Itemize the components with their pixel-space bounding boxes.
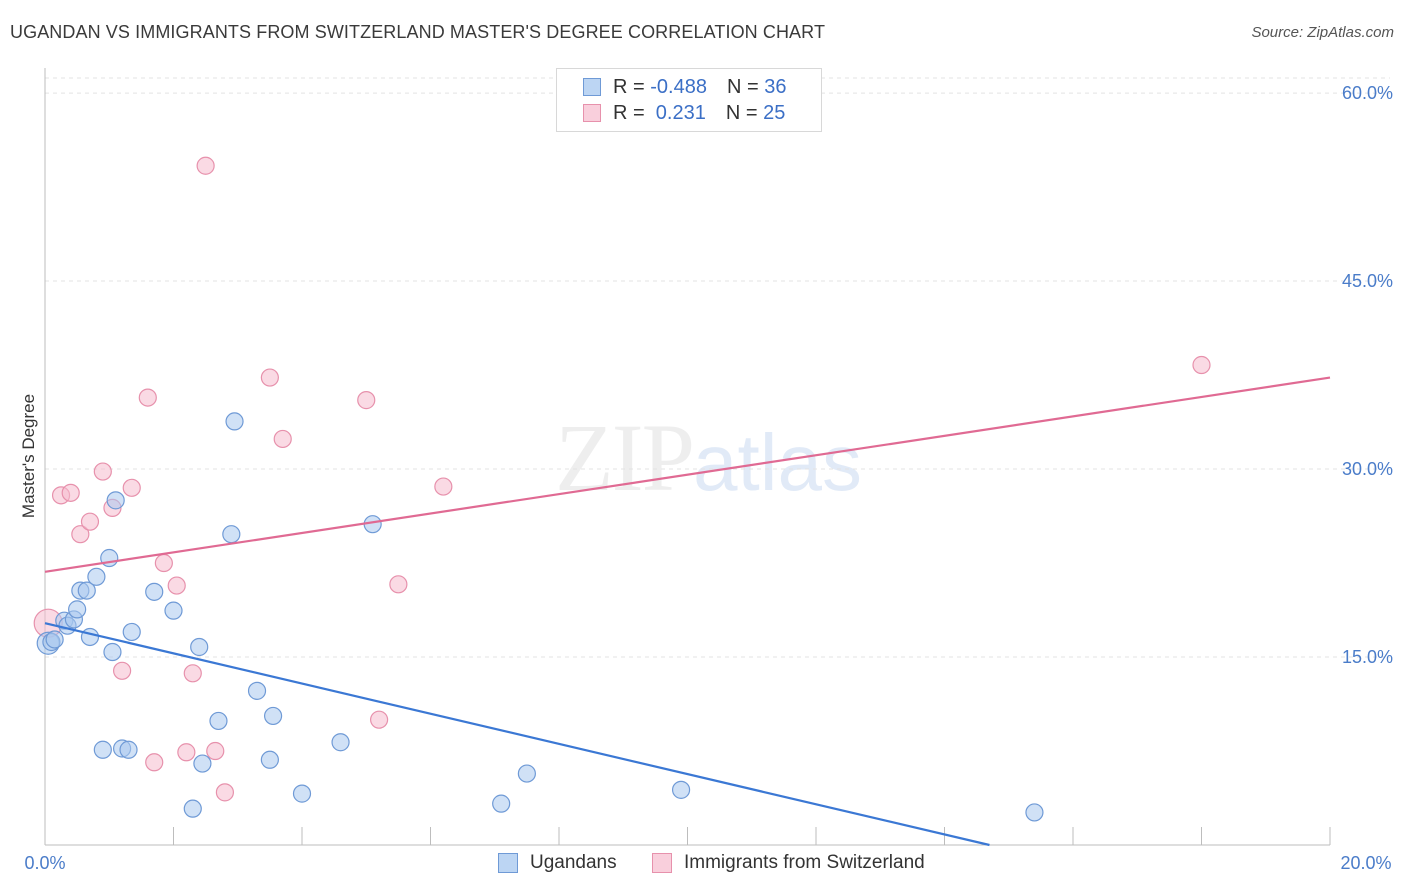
series-legend-ugandans: Ugandans bbox=[498, 852, 617, 874]
point-swiss bbox=[434, 477, 453, 496]
legend-n-label: N = bbox=[725, 101, 764, 124]
series-swatch-swiss bbox=[652, 853, 672, 873]
trend-lines bbox=[44, 376, 1331, 847]
legend-r-value: 0.231 bbox=[650, 101, 706, 124]
legend-swatch-ugandans bbox=[583, 78, 601, 96]
point-swiss bbox=[357, 391, 376, 410]
watermark-atlas: atlas bbox=[693, 418, 862, 507]
point-swiss bbox=[260, 368, 279, 387]
point-ugandans bbox=[1025, 803, 1044, 822]
point-swiss bbox=[145, 753, 164, 772]
point-swiss bbox=[177, 743, 196, 762]
point-swiss bbox=[389, 575, 408, 594]
point-ugandans bbox=[145, 582, 164, 601]
series-swatch-ugandans bbox=[498, 853, 518, 873]
y-axis-label: Master's Degree bbox=[19, 394, 38, 518]
point-ugandans bbox=[331, 733, 350, 752]
point-ugandans bbox=[183, 799, 202, 818]
point-ugandans bbox=[87, 567, 106, 586]
point-swiss bbox=[183, 664, 202, 683]
legend-row-swiss: R = 0.231 N = 25 bbox=[583, 101, 785, 125]
grid-lines bbox=[45, 77, 1390, 658]
point-swiss bbox=[93, 462, 112, 481]
point-ugandans bbox=[247, 681, 267, 700]
point-swiss bbox=[154, 553, 173, 573]
trend-line-swiss bbox=[44, 376, 1331, 573]
point-ugandans bbox=[263, 706, 283, 726]
point-ugandans bbox=[119, 740, 138, 759]
point-ugandans bbox=[492, 794, 511, 813]
point-swiss bbox=[112, 661, 132, 680]
y-tick-label: 30.0% bbox=[1342, 459, 1393, 479]
series-label-swiss: Immigrants from Switzerland bbox=[684, 852, 925, 873]
x-tick-label-min: 0.0% bbox=[24, 853, 65, 873]
point-swiss bbox=[370, 710, 389, 729]
y-tick-label: 60.0% bbox=[1342, 83, 1393, 103]
point-ugandans bbox=[106, 491, 125, 510]
point-ugandans bbox=[93, 740, 112, 759]
point-swiss bbox=[1192, 355, 1211, 375]
point-ugandans bbox=[222, 525, 241, 544]
point-ugandans bbox=[103, 642, 122, 662]
series-legend-swiss: Immigrants from Switzerland bbox=[652, 852, 925, 874]
series-label-ugandans: Ugandans bbox=[530, 852, 617, 873]
point-ugandans bbox=[225, 412, 244, 431]
point-swiss bbox=[71, 525, 90, 544]
x-tick-label-max: 20.0% bbox=[1340, 853, 1391, 873]
legend-n-value: 25 bbox=[763, 101, 786, 124]
point-swiss bbox=[215, 783, 234, 802]
legend-r-value: -0.488 bbox=[650, 75, 707, 98]
point-ugandans bbox=[193, 754, 212, 773]
y-tick-label: 15.0% bbox=[1342, 647, 1393, 667]
point-ugandans bbox=[122, 622, 141, 642]
point-ugandans bbox=[190, 637, 209, 657]
chart-title: UGANDAN VS IMMIGRANTS FROM SWITZERLAND M… bbox=[10, 22, 826, 42]
point-swiss bbox=[61, 483, 80, 502]
point-ugandans bbox=[292, 784, 312, 803]
y-tick-label: 45.0% bbox=[1342, 271, 1393, 291]
watermark-zip: ZIP bbox=[555, 404, 695, 511]
point-swiss bbox=[80, 512, 100, 531]
legend-r-label: R = bbox=[613, 75, 651, 98]
legend-row-ugandans: R = -0.488 N = 36 bbox=[583, 75, 786, 99]
axis-labels: 15.0% 30.0% 45.0% 60.0% 0.0% 20.0% Master's De… bbox=[19, 83, 1393, 873]
point-swiss bbox=[196, 156, 215, 175]
point-swiss bbox=[273, 429, 292, 449]
legend-r-label: R = bbox=[613, 101, 651, 124]
point-ugandans bbox=[68, 600, 87, 619]
points-ugandans bbox=[36, 412, 1044, 822]
point-swiss bbox=[206, 741, 225, 761]
axes bbox=[44, 68, 1331, 846]
watermark: ZIPatlas bbox=[555, 402, 862, 513]
series-legend: Ugandans Immigrants from Switzerland bbox=[0, 852, 1406, 878]
point-swiss bbox=[138, 388, 157, 407]
point-swiss bbox=[122, 478, 141, 497]
legend-swatch-swiss bbox=[583, 104, 601, 122]
source-credit: Source: ZipAtlas.com bbox=[1251, 24, 1394, 41]
point-ugandans bbox=[209, 711, 228, 731]
legend-n-value: 36 bbox=[764, 75, 787, 98]
point-ugandans bbox=[517, 764, 536, 783]
legend-n-label: N = bbox=[726, 75, 765, 98]
correlation-legend: R = -0.488 N = 36 R = 0.231 N = 25 bbox=[556, 68, 822, 132]
point-ugandans bbox=[45, 630, 64, 649]
points-immigrants-from-switzerland bbox=[33, 156, 1211, 802]
point-swiss bbox=[167, 576, 186, 595]
point-ugandans bbox=[77, 581, 96, 600]
point-ugandans bbox=[164, 601, 183, 620]
point-ugandans bbox=[260, 750, 279, 769]
point-ugandans bbox=[671, 780, 691, 799]
point-ugandans bbox=[80, 627, 100, 647]
trend-line-ugandans bbox=[44, 622, 990, 847]
